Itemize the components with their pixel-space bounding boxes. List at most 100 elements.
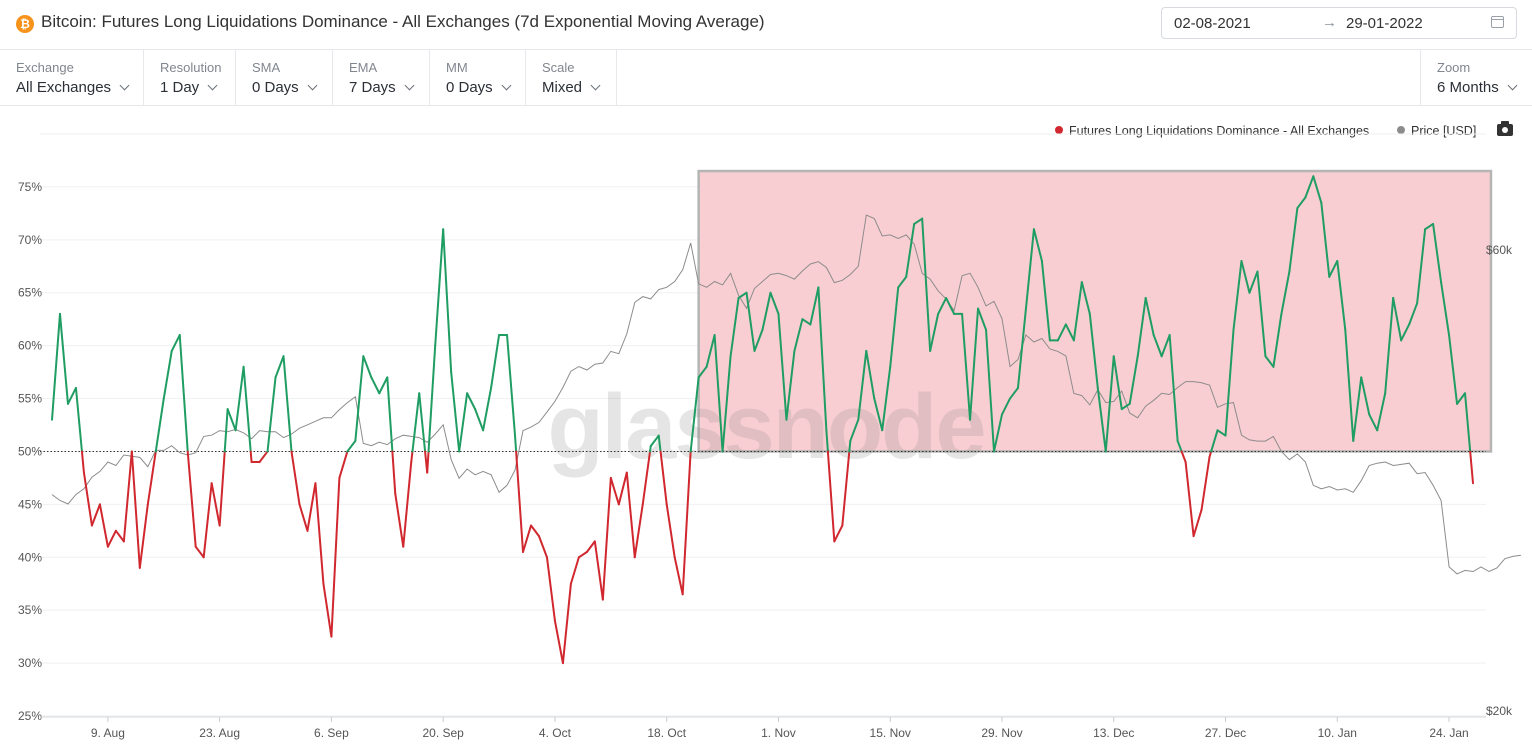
dominance-segment	[1200, 455, 1211, 511]
mm-dropdown[interactable]: MM 0 Days	[430, 50, 526, 105]
dominance-segment	[394, 492, 405, 548]
dropdown-label: Exchange	[16, 60, 74, 75]
dominance-segment	[266, 376, 277, 453]
dominance-segment	[777, 312, 788, 421]
dominance-segment	[146, 450, 157, 506]
exchange-dropdown[interactable]: Exchange All Exchanges	[0, 50, 144, 105]
dominance-segment	[659, 450, 668, 506]
dominance-segment	[1180, 450, 1187, 464]
dominance-segment	[490, 334, 501, 389]
dominance-segment	[849, 418, 860, 442]
dominance-segment	[378, 376, 389, 395]
dropdown-value[interactable]: 0 Days	[446, 79, 512, 96]
x-tick-label: 27. Dec	[1205, 726, 1246, 740]
dominance-segment	[434, 228, 445, 347]
dominance-segment	[258, 450, 269, 464]
dominance-segment	[298, 503, 309, 532]
dominance-segment	[817, 286, 828, 432]
dominance-segment	[729, 297, 740, 358]
dominance-segment	[426, 450, 430, 474]
dominance-segment	[1072, 281, 1083, 342]
dominance-segment	[721, 355, 732, 453]
dominance-segment	[154, 397, 165, 453]
dominance-segment	[474, 408, 485, 432]
dominance-segment	[362, 355, 373, 379]
dominance-segment	[210, 482, 221, 527]
y-right-tick-label: $20k	[1486, 704, 1513, 718]
calendar-icon[interactable]	[1491, 16, 1504, 28]
dominance-segment	[1456, 392, 1467, 405]
y-right-tick-label: $60k	[1486, 243, 1513, 257]
dominance-segment	[1032, 228, 1043, 262]
dominance-segment	[1096, 386, 1107, 453]
dropdown-value[interactable]: Mixed	[542, 79, 601, 96]
dominance-segment	[450, 371, 461, 453]
dominance-segment	[1168, 334, 1179, 442]
dominance-segment	[745, 291, 756, 352]
dominance-segment	[58, 312, 69, 405]
dominance-segment	[1160, 334, 1171, 358]
dominance-segment	[857, 349, 868, 421]
dominance-segment	[1064, 323, 1075, 342]
dominance-segment	[561, 582, 572, 665]
dominance-segment	[945, 297, 956, 315]
dominance-segment	[1120, 402, 1131, 411]
resolution-dropdown[interactable]: Resolution 1 Day	[144, 50, 236, 105]
dominance-segment	[673, 556, 684, 596]
dominance-segment	[170, 334, 181, 352]
y-tick-label: 40%	[18, 550, 42, 564]
dominance-segment	[873, 397, 884, 432]
dominance-segment	[761, 291, 772, 331]
dominance-segment	[865, 349, 876, 400]
dominance-segment	[681, 450, 692, 596]
dominance-segment	[1376, 392, 1387, 432]
dominance-segment	[609, 476, 620, 506]
dominance-segment	[51, 312, 61, 421]
dominance-segment	[1216, 429, 1227, 437]
date-from[interactable]: 02-08-2021	[1174, 15, 1251, 32]
price-line	[51, 214, 1521, 575]
dominance-segment	[249, 450, 253, 464]
x-tick-label: 10. Jan	[1318, 726, 1357, 740]
dominance-segment	[1056, 323, 1067, 342]
zoom-dropdown[interactable]: Zoom 6 Months	[1420, 50, 1532, 105]
dominance-segment	[1336, 259, 1347, 331]
dominance-segment	[689, 376, 700, 453]
dominance-segment	[162, 349, 173, 400]
x-tick-label: 23. Aug	[199, 726, 240, 740]
x-tick-label: 13. Dec	[1093, 726, 1134, 740]
dominance-segment	[1192, 508, 1203, 538]
dropdown-value[interactable]: 7 Days	[349, 79, 415, 96]
dropdown-value[interactable]: 1 Day	[160, 79, 218, 96]
dominance-segment	[330, 476, 341, 638]
date-to[interactable]: 29-01-2022	[1346, 15, 1423, 32]
dominance-segment	[993, 413, 1003, 453]
dominance-segment	[1210, 429, 1219, 453]
dominance-segment	[442, 228, 453, 374]
x-tick-label: 20. Sep	[422, 726, 464, 740]
dropdown-label: Resolution	[160, 60, 222, 75]
dominance-segment	[801, 318, 812, 326]
dominance-segment	[80, 450, 85, 474]
chart-header: ₿ Bitcoin: Futures Long Liquidations Dom…	[0, 0, 1532, 50]
dominance-segment	[338, 450, 349, 479]
chart-toolbar: Exchange All Exchanges Resolution 1 Day …	[0, 50, 1532, 106]
dominance-segment	[1184, 461, 1195, 538]
dominance-segment	[1240, 259, 1251, 294]
dominance-segment	[482, 386, 493, 432]
y-tick-label: 60%	[18, 339, 42, 353]
dropdown-value[interactable]: 6 Months	[1437, 79, 1518, 96]
dominance-segment	[1224, 328, 1235, 437]
scale-dropdown[interactable]: Scale Mixed	[526, 50, 617, 105]
ema-dropdown[interactable]: EMA 7 Days	[333, 50, 430, 105]
x-tick-label: 29. Nov	[981, 726, 1022, 740]
sma-dropdown[interactable]: SMA 0 Days	[236, 50, 333, 105]
dropdown-value[interactable]: 0 Days	[252, 79, 318, 96]
dominance-segment	[569, 556, 580, 585]
x-tick-label: 4. Oct	[539, 726, 572, 740]
camera-icon[interactable]	[1497, 121, 1513, 136]
dominance-segment	[905, 222, 916, 278]
dominance-segment	[969, 307, 980, 421]
date-range-picker[interactable]: 02-08-2021 → 29-01-2022	[1161, 7, 1517, 39]
dropdown-value[interactable]: All Exchanges	[16, 79, 130, 96]
